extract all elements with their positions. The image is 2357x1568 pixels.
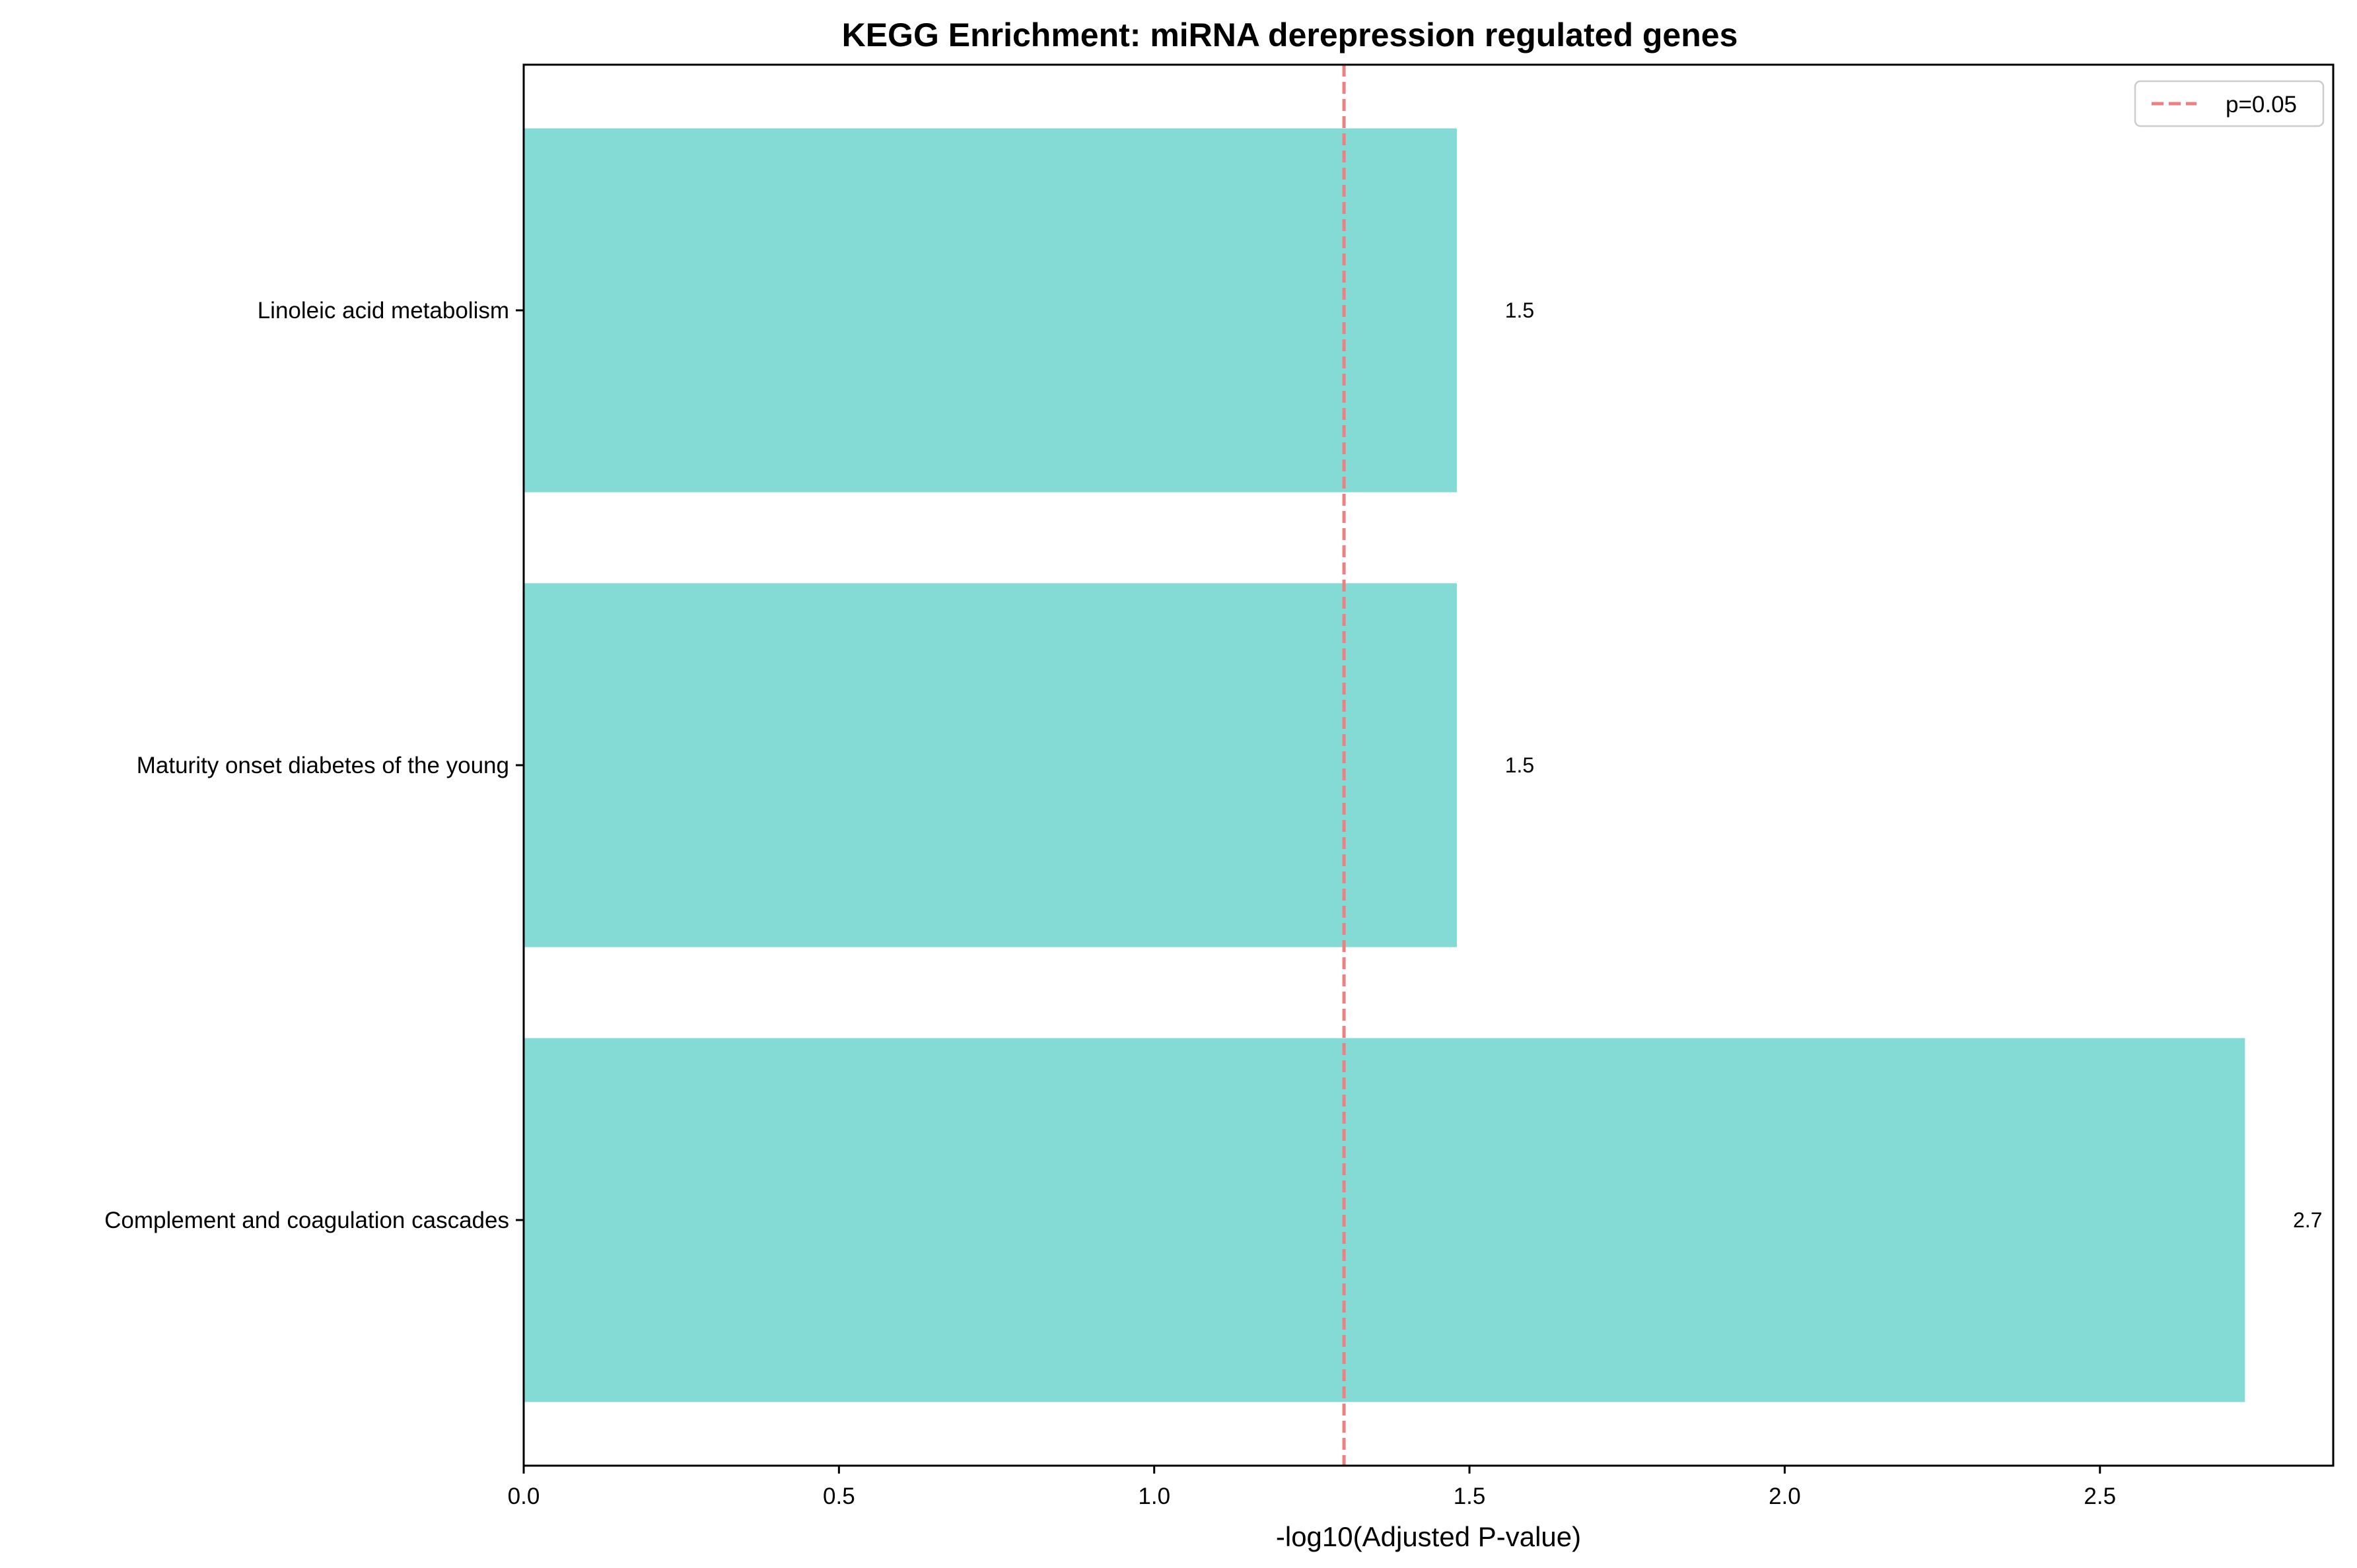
y-tick-label-1: Complement and coagulation cascades [104,1208,509,1233]
legend: p=0.05 [2134,80,2325,127]
data-labels-group: 2.7 1.5 1.5 [1505,298,2323,1232]
y-tick-label-2: Maturity onset diabetes of the young [137,753,509,778]
x-tick-label-6: 2.5 [2084,1483,2116,1509]
data-label-3: 1.5 [1505,298,1534,322]
x-tick-label-3: 1.0 [1138,1483,1170,1509]
x-tick-label-1: 0.0 [508,1483,540,1509]
x-tick-label-4: 1.5 [1454,1483,1486,1509]
y-axis: Complement and coagulation cascades Matur… [104,298,524,1233]
bars-group [524,128,2245,1402]
chart-title: KEGG Enrichment: miRNA derepression regu… [842,17,1738,53]
data-label-1: 2.7 [2293,1208,2322,1232]
bar-1 [524,1038,2245,1402]
bar-2 [524,583,1457,947]
x-tick-label-2: 0.5 [823,1483,855,1509]
x-axis-label: -log10(Adjusted P-value) [1276,1521,1581,1552]
x-tick-label-5: 2.0 [1769,1483,1801,1509]
y-tick-label-3: Linoleic acid metabolism [258,298,509,324]
legend-threshold-label: p=0.05 [2226,92,2297,118]
bar-3 [524,128,1457,493]
x-axis: 0.0 0.5 1.0 1.5 2.0 2.5 [508,1466,2116,1509]
legend-frame [2134,80,2325,127]
data-label-2: 1.5 [1505,753,1534,777]
